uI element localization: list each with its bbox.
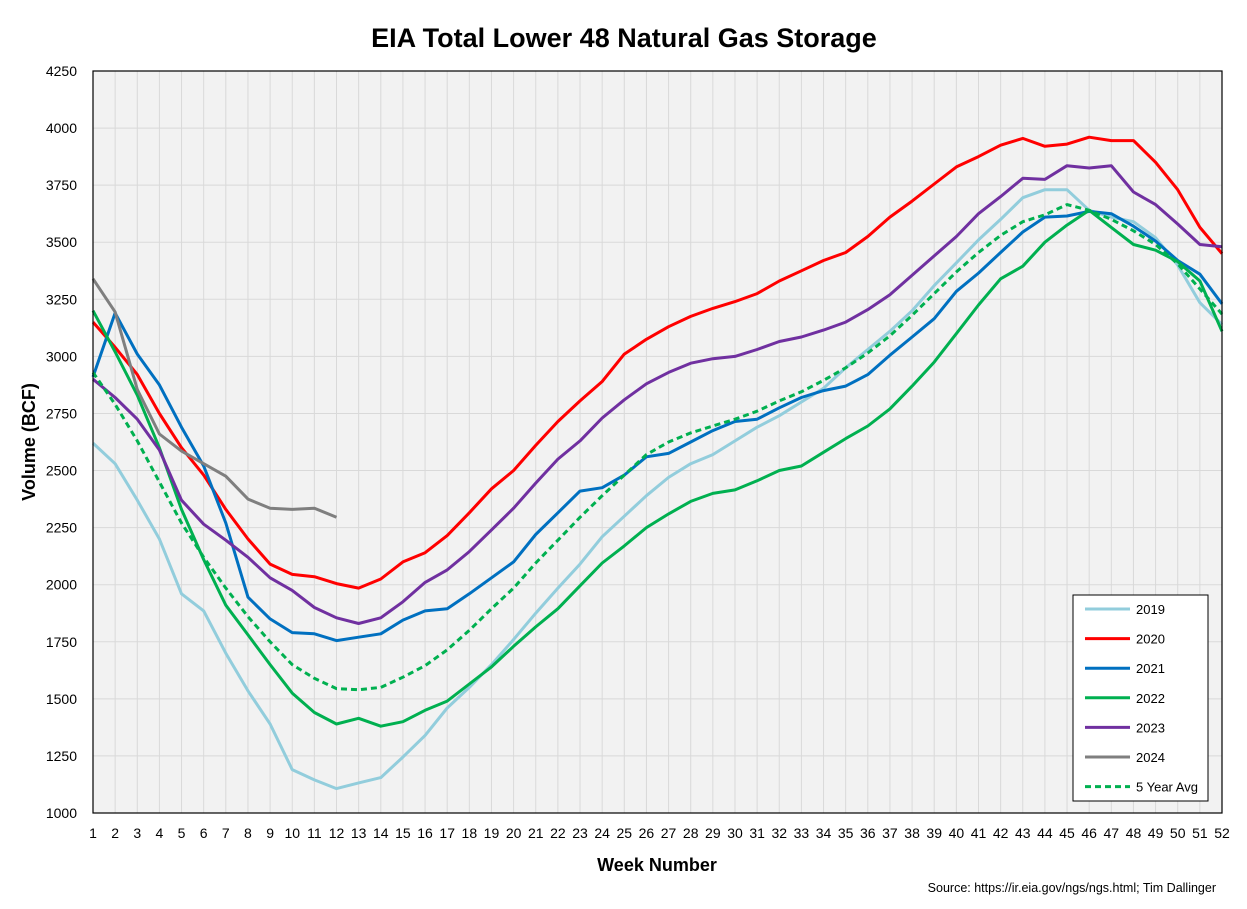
x-tick-label: 3 — [133, 825, 141, 841]
x-tick-label: 5 — [178, 825, 186, 841]
y-tick-label: 1000 — [46, 805, 77, 821]
legend-label: 2020 — [1136, 632, 1165, 647]
chart-title: EIA Total Lower 48 Natural Gas Storage — [371, 23, 877, 53]
x-tick-label: 19 — [484, 825, 500, 841]
x-tick-label: 33 — [794, 825, 810, 841]
x-tick-label: 17 — [439, 825, 455, 841]
x-tick-label: 4 — [156, 825, 164, 841]
x-tick-label: 27 — [661, 825, 677, 841]
source-note: Source: https://ir.eia.gov/ngs/ngs.html;… — [928, 881, 1216, 895]
x-tick-label: 15 — [395, 825, 411, 841]
x-tick-label: 31 — [749, 825, 765, 841]
x-tick-label: 1 — [89, 825, 97, 841]
x-tick-label: 11 — [307, 825, 322, 841]
legend-label: 2022 — [1136, 691, 1165, 706]
series-line-2024 — [91, 277, 338, 519]
x-tick-label: 35 — [838, 825, 854, 841]
y-tick-label: 3000 — [46, 348, 77, 364]
x-tick-label: 38 — [904, 825, 920, 841]
x-tick-label: 48 — [1126, 825, 1142, 841]
y-axis-label: Volume (BCF) — [19, 383, 39, 501]
x-tick-label: 43 — [1015, 825, 1031, 841]
x-tick-label: 34 — [816, 825, 832, 841]
gridlines — [92, 70, 1223, 814]
y-tick-label: 1250 — [46, 748, 77, 764]
x-tick-label: 36 — [860, 825, 876, 841]
x-tick-label: 7 — [222, 825, 230, 841]
x-tick-label: 28 — [683, 825, 699, 841]
x-axis-label: Week Number — [597, 855, 717, 875]
x-tick-label: 18 — [462, 825, 478, 841]
legend: 2019 2020 2021 2022 2023 2024 5 Year Avg — [1072, 594, 1209, 802]
x-tick-label: 23 — [572, 825, 588, 841]
plot-border — [92, 70, 1223, 814]
y-tick-label: 3750 — [46, 177, 77, 193]
x-tick-label: 25 — [617, 825, 633, 841]
x-tick-label: 12 — [329, 825, 345, 841]
x-tick-label: 41 — [971, 825, 987, 841]
x-tick-label: 46 — [1081, 825, 1097, 841]
x-tick-label: 29 — [705, 825, 721, 841]
x-tick-label: 47 — [1104, 825, 1120, 841]
y-tick-label: 2750 — [46, 405, 77, 421]
x-tick-label: 21 — [528, 825, 544, 841]
legend-label: 2024 — [1136, 750, 1165, 765]
x-tick-label: 30 — [727, 825, 743, 841]
x-tick-label: 45 — [1059, 825, 1075, 841]
x-tick-label: 42 — [993, 825, 1009, 841]
x-tick-label: 49 — [1148, 825, 1164, 841]
legend-label: 2023 — [1136, 720, 1165, 735]
x-tick-label: 44 — [1037, 825, 1053, 841]
x-tick-label: 14 — [373, 825, 389, 841]
x-tick-label: 9 — [266, 825, 274, 841]
x-tick-label: 50 — [1170, 825, 1186, 841]
y-tick-label: 2500 — [46, 463, 77, 479]
series-line-2021 — [91, 209, 1224, 643]
x-tick-label: 8 — [244, 825, 252, 841]
x-tick-label: 16 — [417, 825, 433, 841]
y-tick-label: 1750 — [46, 634, 77, 650]
y-tick-label: 3500 — [46, 234, 77, 250]
y-tick-label: 4250 — [46, 63, 77, 79]
x-tick-label: 51 — [1192, 825, 1208, 841]
y-tick-label: 4000 — [46, 120, 77, 136]
legend-label: 2021 — [1136, 661, 1165, 676]
y-tick-label: 2000 — [46, 577, 77, 593]
legend-label: 5 Year Avg — [1136, 780, 1198, 795]
x-tick-label: 37 — [882, 825, 898, 841]
x-tick-label: 2 — [111, 825, 119, 841]
x-tick-label: 20 — [506, 825, 522, 841]
x-tick-label: 22 — [550, 825, 566, 841]
y-tick-label: 1500 — [46, 691, 77, 707]
legend-label: 2019 — [1136, 602, 1165, 617]
x-tick-label: 26 — [639, 825, 655, 841]
x-tick-label: 40 — [949, 825, 965, 841]
x-tick-label: 6 — [200, 825, 208, 841]
series-line-5-year-avg — [91, 203, 1224, 692]
series-line-2023 — [92, 164, 1223, 625]
x-axis-tick-labels: 1 2 3 4 5 6 7 8 9 10 11 12 13 14 15 16 17 18 19 20 21 22 23 24 2… — [89, 825, 1230, 841]
x-tick-label: 52 — [1214, 825, 1230, 841]
y-tick-label: 2250 — [46, 520, 77, 536]
series-lines — [91, 135, 1224, 791]
x-tick-label: 10 — [284, 825, 300, 841]
y-axis-tick-labels: 1000 1250 1500 1750 2000 2250 2500 2750 3000 3250… — [46, 63, 77, 821]
x-tick-label: 24 — [594, 825, 610, 841]
plot-area — [93, 71, 1222, 813]
series-line-2022 — [91, 208, 1224, 728]
series-line-2019 — [91, 188, 1224, 791]
y-tick-label: 3250 — [46, 291, 77, 307]
x-tick-label: 32 — [771, 825, 787, 841]
x-tick-label: 13 — [351, 825, 367, 841]
x-tick-label: 39 — [926, 825, 942, 841]
series-line-2020 — [91, 135, 1224, 590]
